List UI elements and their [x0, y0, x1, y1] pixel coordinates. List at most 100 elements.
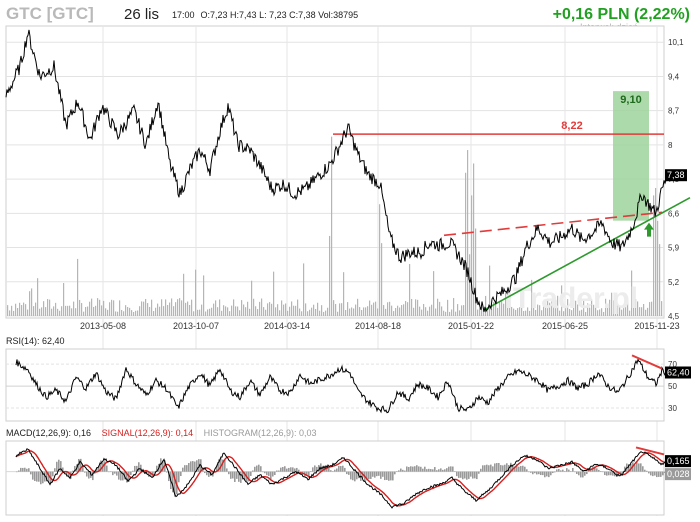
volume-bar — [129, 307, 131, 316]
volume-bar — [623, 304, 625, 316]
histogram-bar — [640, 463, 642, 472]
volume-bar — [275, 307, 277, 316]
histogram-bar — [368, 471, 370, 480]
histogram-bar — [464, 471, 466, 479]
volume-bar — [7, 305, 9, 316]
histogram-bar — [460, 471, 462, 478]
volume-bar — [597, 310, 599, 316]
histogram-bar — [492, 466, 494, 472]
histogram-bar — [120, 471, 122, 481]
histogram-bar — [656, 471, 658, 478]
histogram-bar — [516, 464, 518, 472]
volume-bar — [435, 308, 437, 316]
histogram-bar — [162, 460, 164, 472]
histogram-bar — [354, 471, 356, 482]
histogram-bar — [234, 471, 236, 482]
volume-bar — [645, 309, 647, 316]
volume-bar — [341, 303, 343, 316]
histogram-bar — [558, 468, 560, 472]
histogram-bar — [608, 471, 610, 476]
volume-bar — [517, 308, 519, 316]
volume-bar — [579, 310, 581, 316]
volume-bar — [561, 285, 563, 316]
volume-bar — [471, 195, 473, 316]
histogram-bar — [208, 471, 210, 477]
volume-bar — [93, 306, 95, 316]
volume-bar — [439, 301, 441, 316]
histogram-bar — [310, 471, 312, 472]
volume-bar — [449, 311, 451, 316]
histogram-bar — [140, 464, 142, 472]
volume-bar — [563, 311, 565, 316]
volume-bar — [437, 298, 439, 316]
histogram-bar — [552, 471, 554, 474]
volume-bar — [503, 303, 505, 316]
histogram-bar — [328, 467, 330, 472]
histogram-bar — [548, 471, 550, 478]
histogram-bar — [274, 471, 276, 476]
volume-bar — [215, 300, 217, 316]
histogram-bar — [506, 463, 508, 472]
histogram-bar — [258, 464, 260, 472]
volume-bar — [349, 308, 351, 316]
histogram-bar — [568, 469, 570, 472]
volume-bar — [175, 302, 177, 316]
target-box-label: 9,10 — [620, 94, 641, 106]
histogram-bar — [38, 471, 40, 482]
histogram-bar — [62, 467, 64, 472]
histogram-bar — [16, 471, 18, 473]
histogram-bar — [616, 471, 618, 478]
volume-bar — [253, 298, 255, 316]
histogram-bar — [628, 464, 630, 472]
volume-bar — [423, 303, 425, 316]
volume-bar — [245, 307, 247, 316]
histogram-bar — [648, 471, 650, 474]
volume-bar — [487, 307, 489, 316]
histogram-bar — [84, 471, 86, 473]
histogram-bar — [216, 464, 218, 472]
histogram-bar — [444, 469, 446, 472]
volume-bar — [557, 295, 559, 316]
price-x-tick: 2015-06-25 — [542, 321, 588, 331]
histogram-bar — [22, 467, 24, 472]
price-grid — [6, 26, 664, 516]
volume-bar — [379, 204, 381, 316]
volume-bar — [147, 303, 149, 316]
histogram-bar — [576, 471, 578, 474]
volume-bar — [399, 307, 401, 316]
histogram-bar — [534, 471, 536, 474]
histogram-bar — [418, 466, 420, 472]
volume-bar — [571, 310, 573, 316]
histogram-bar — [334, 469, 336, 472]
histogram-bar — [106, 465, 108, 472]
histogram-bar — [230, 471, 232, 479]
support-line — [483, 196, 691, 311]
histogram-bar — [412, 466, 414, 472]
volume-bar — [169, 302, 171, 316]
volume-bar — [25, 304, 27, 316]
volume-bar — [453, 298, 455, 316]
volume-bar — [35, 302, 37, 316]
volume-bar — [29, 291, 31, 316]
volume-bar — [529, 310, 531, 316]
volume-bar — [329, 235, 331, 316]
volume-bar — [157, 303, 159, 316]
histogram-bar — [74, 465, 76, 472]
resistance-label: 8,22 — [561, 120, 582, 132]
histogram-bar — [394, 471, 396, 475]
volume-bar — [217, 307, 219, 316]
volume-bar — [371, 304, 373, 316]
histogram-bar — [54, 468, 56, 472]
volume-bar — [589, 307, 591, 316]
volume-bar — [583, 300, 585, 316]
histogram-bar — [630, 463, 632, 472]
histogram-bar — [222, 459, 224, 472]
histogram-bar — [154, 471, 156, 473]
price-panel-frame — [5, 25, 665, 319]
volume-bar — [317, 302, 319, 316]
histogram-bar — [344, 467, 346, 472]
volume-bar — [243, 304, 245, 316]
price-x-tick: 2015-11-23 — [634, 321, 679, 331]
volume-bar — [641, 307, 643, 316]
